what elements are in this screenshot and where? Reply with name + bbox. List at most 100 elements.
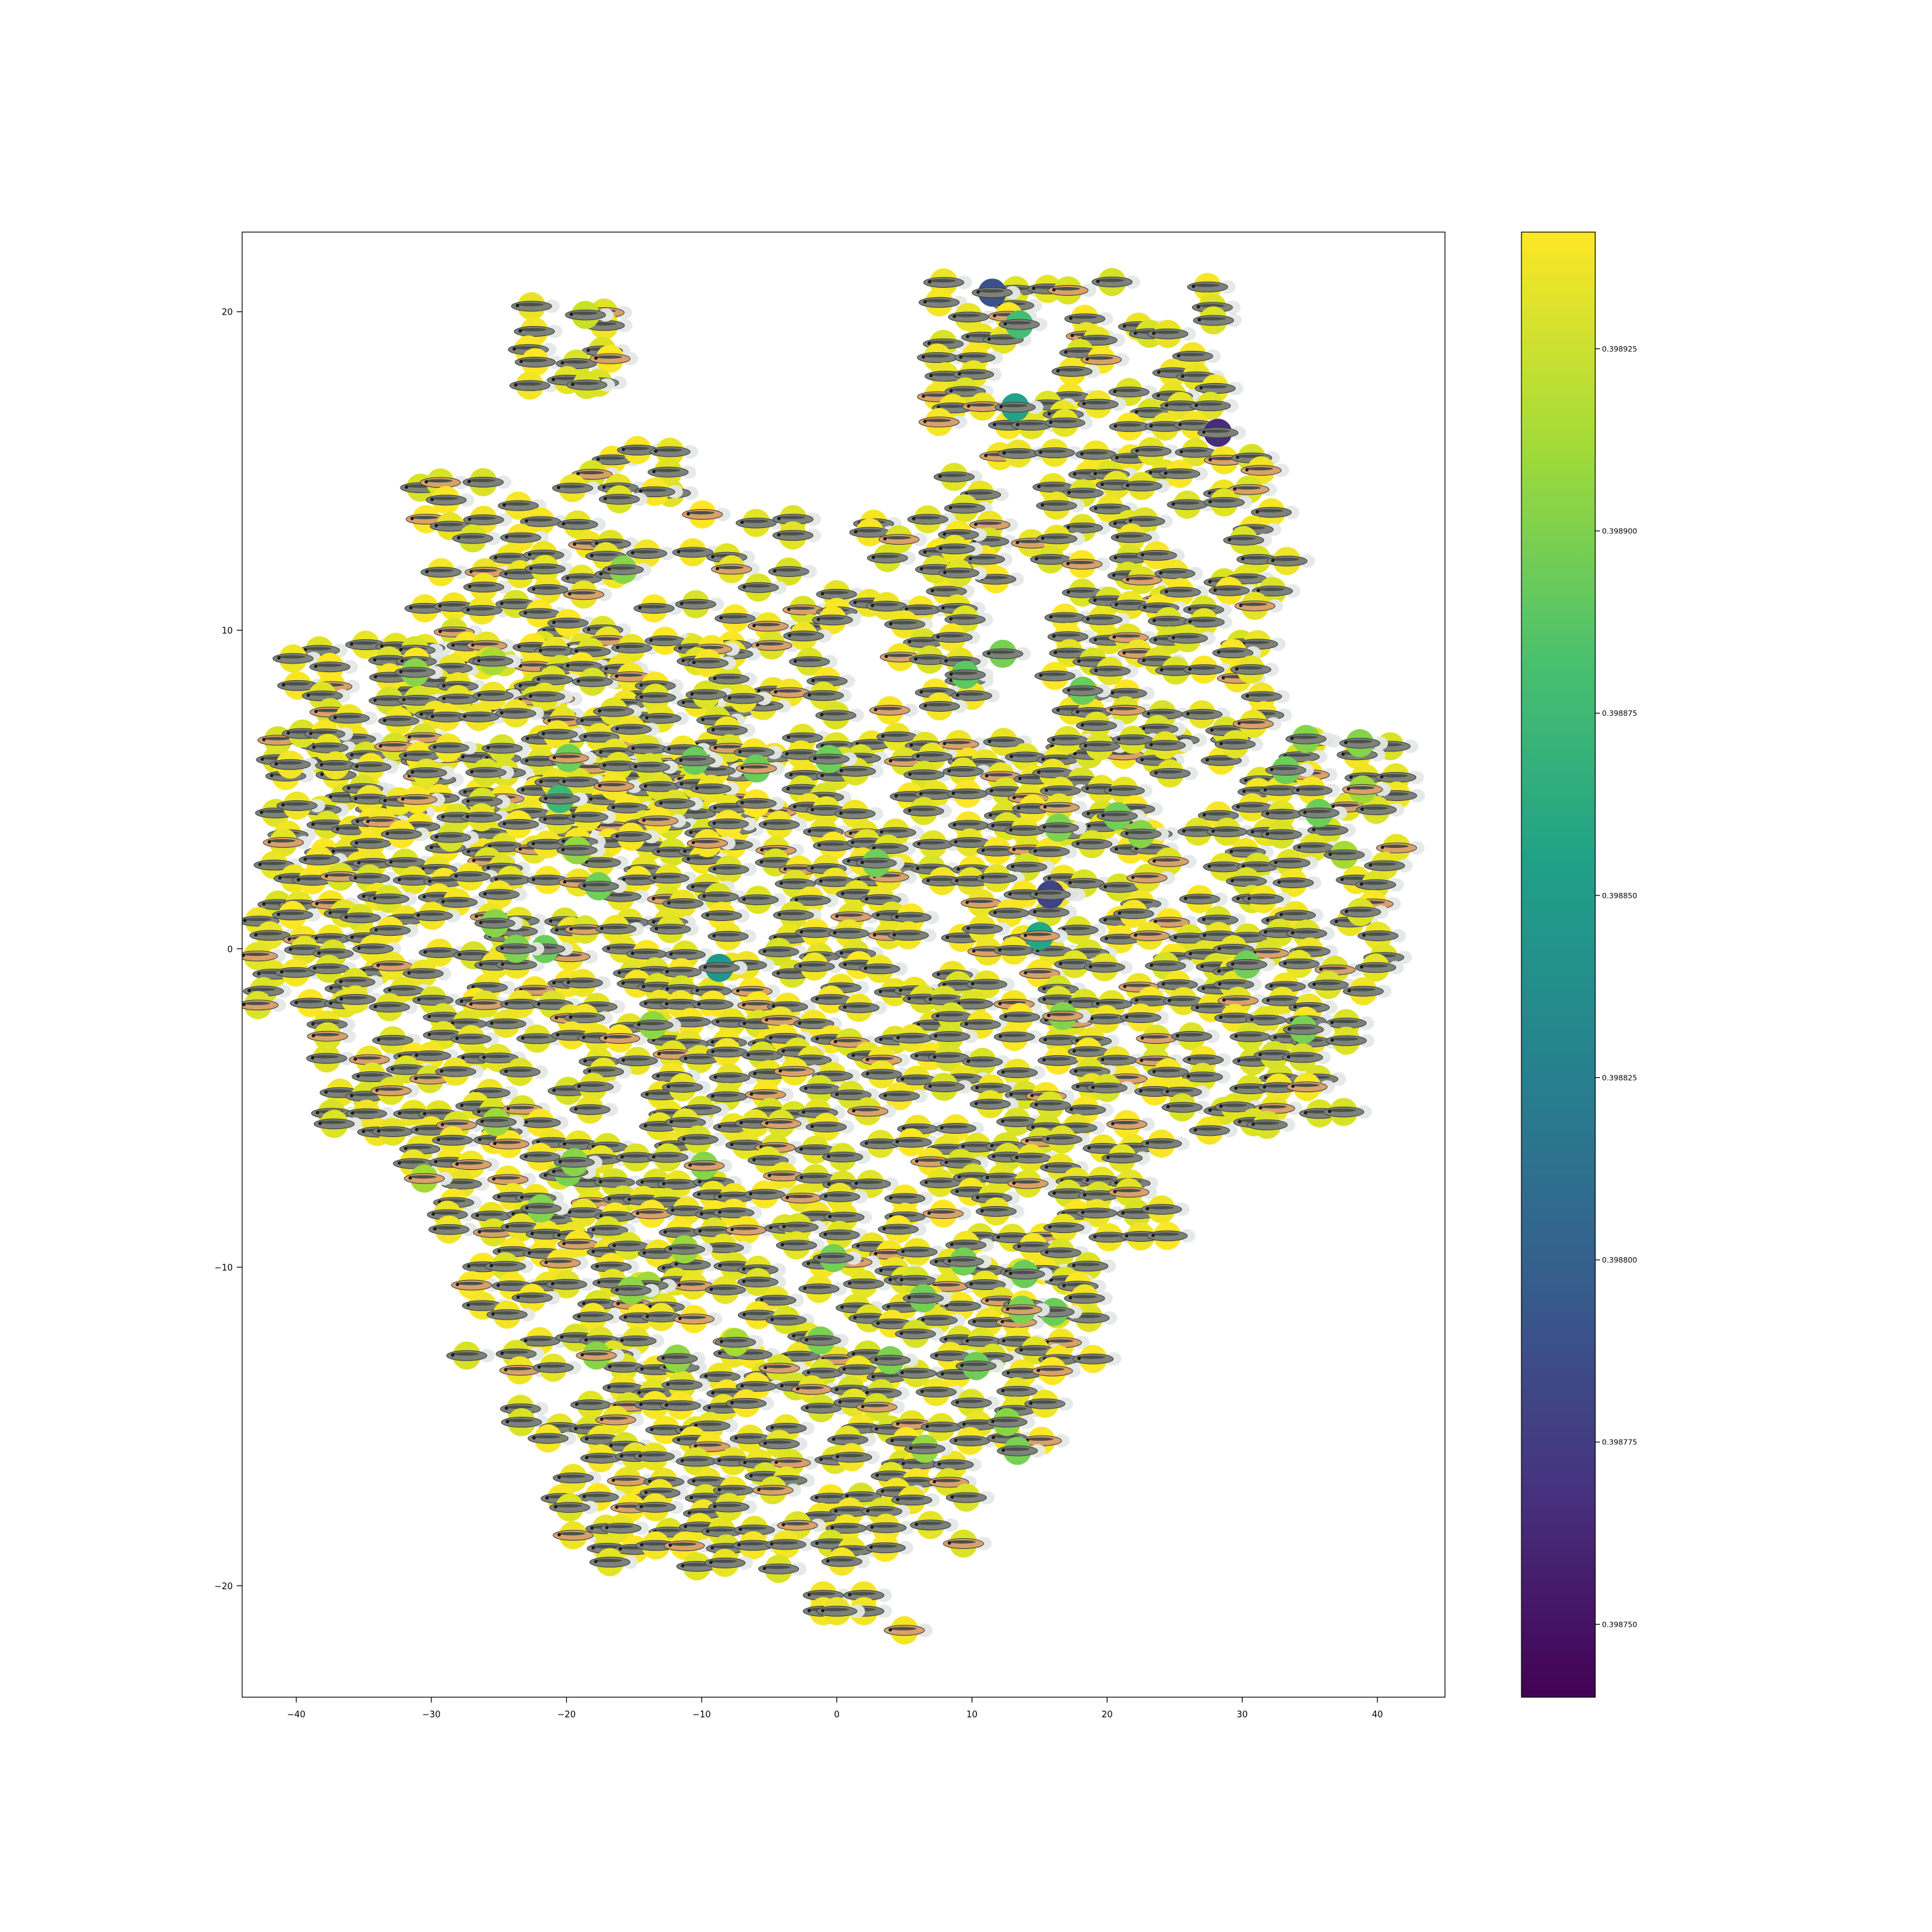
fish-stripe xyxy=(456,1035,484,1039)
fish-stripe xyxy=(1114,1189,1141,1193)
fish-eye xyxy=(376,1129,381,1133)
fish-stripe xyxy=(981,1208,1008,1212)
fish-eye xyxy=(1087,1146,1091,1150)
fish-stripe xyxy=(456,1161,484,1165)
fish-stripe xyxy=(1320,966,1348,970)
fish-eye xyxy=(798,964,802,968)
fish-stripe xyxy=(1010,827,1037,831)
fish-eye xyxy=(568,1015,573,1019)
fish-stripe xyxy=(908,807,936,811)
fish-stripe xyxy=(1267,997,1295,1001)
fish-eye xyxy=(455,1036,459,1040)
fish-eye xyxy=(889,1195,893,1200)
fish-stripe xyxy=(1136,997,1163,1001)
fish-eye xyxy=(595,1264,599,1269)
scatter-point xyxy=(1201,746,1250,775)
fish-eye xyxy=(883,1093,888,1097)
fish-stripe xyxy=(882,733,910,737)
fish-eye xyxy=(1195,1006,1199,1010)
fish-stripe xyxy=(928,1210,956,1214)
fish-stripe xyxy=(922,1317,949,1321)
fish-stripe xyxy=(900,1277,928,1281)
fish-stripe xyxy=(1016,1155,1043,1159)
fish-eye xyxy=(1149,963,1154,967)
fish-stripe xyxy=(800,1175,828,1179)
fish-stripe xyxy=(1260,1105,1287,1109)
fish-eye xyxy=(460,999,464,1004)
fish-stripe xyxy=(1219,981,1246,985)
scatter-point xyxy=(1038,793,1087,822)
fish-stripe xyxy=(808,828,836,832)
fish-stripe xyxy=(657,849,685,853)
fish-eye xyxy=(1124,1234,1129,1238)
fish-stripe xyxy=(653,1154,680,1158)
fish-stripe xyxy=(332,848,360,852)
fish-eye xyxy=(767,1173,771,1177)
fish-eye xyxy=(1011,864,1015,869)
fish-eye xyxy=(1222,998,1226,1002)
fish-eye xyxy=(497,1195,501,1199)
fish-eye xyxy=(1311,828,1316,832)
fish-stripe xyxy=(935,1352,963,1356)
fish-eye xyxy=(559,1335,564,1339)
fish-eye xyxy=(318,1121,322,1125)
fish-eye xyxy=(504,1069,508,1073)
fish-stripe xyxy=(1235,1033,1263,1037)
fish-eye xyxy=(537,1002,541,1006)
fish-eye xyxy=(714,1075,718,1079)
fish-eye xyxy=(335,827,339,831)
scatter-point xyxy=(812,831,862,860)
fish-eye xyxy=(1293,1005,1297,1009)
fish-stripe xyxy=(658,1051,686,1055)
fish-eye xyxy=(317,951,321,955)
fish-stripe xyxy=(982,847,1010,851)
fish-stripe xyxy=(668,900,696,904)
fish-stripe xyxy=(1146,1205,1174,1210)
fish-stripe xyxy=(836,1091,863,1095)
fish-eye xyxy=(478,1230,482,1234)
fish-eye xyxy=(950,1242,954,1246)
fish-stripe xyxy=(1252,1121,1279,1125)
fish-eye xyxy=(525,759,529,763)
fish-eye xyxy=(810,1124,814,1128)
fish-stripe xyxy=(1094,1234,1122,1238)
fish-eye xyxy=(864,1141,869,1145)
fish-stripe xyxy=(881,829,908,833)
fish-eye xyxy=(916,754,920,758)
fish-stripe xyxy=(1183,828,1210,832)
fish-stripe xyxy=(761,1297,788,1301)
fish-stripe xyxy=(663,1181,690,1185)
fish-stripe xyxy=(1167,1088,1194,1092)
fish-eye xyxy=(1330,1038,1334,1042)
fish-eye xyxy=(500,1351,504,1355)
fish-eye xyxy=(739,1120,743,1125)
fish-stripe xyxy=(967,925,995,929)
fish-stripe xyxy=(1037,1367,1065,1371)
fish-stripe xyxy=(841,767,868,771)
fish-eye xyxy=(645,1092,649,1096)
fish-stripe xyxy=(1024,970,1052,974)
fish-eye xyxy=(1121,1211,1125,1215)
fish-stripe xyxy=(1071,1106,1098,1110)
fish-eye xyxy=(1277,880,1281,884)
fish-stripe xyxy=(1043,996,1071,1000)
fish-stripe xyxy=(816,996,843,1000)
fish-stripe xyxy=(520,987,547,991)
fish-eye xyxy=(917,842,921,846)
fish-stripe xyxy=(505,1000,533,1004)
fish-eye xyxy=(1081,1210,1085,1214)
fish-eye xyxy=(1165,1089,1169,1093)
scatter-point xyxy=(1273,868,1322,897)
fish-eye xyxy=(482,1055,486,1059)
fish-eye xyxy=(704,1374,708,1378)
scatter-point xyxy=(272,900,321,929)
fish-eye xyxy=(451,1353,455,1357)
fish-stripe xyxy=(929,1083,957,1087)
fish-eye xyxy=(478,1137,482,1141)
fish-eye xyxy=(888,759,893,763)
fish-stripe xyxy=(437,1136,465,1140)
fish-eye xyxy=(1258,1053,1263,1057)
fish-eye xyxy=(589,797,593,801)
fish-stripe xyxy=(525,1119,553,1123)
